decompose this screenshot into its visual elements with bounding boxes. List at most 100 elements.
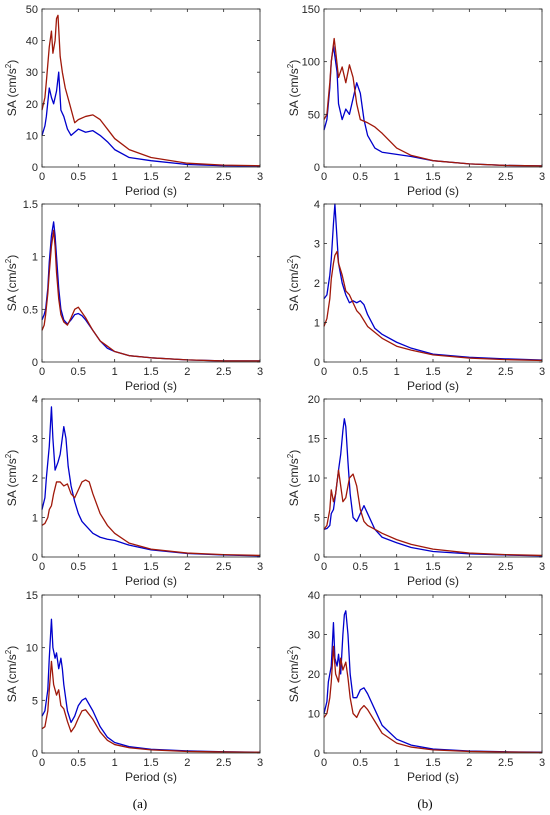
x-tick-label: 2 xyxy=(466,366,472,378)
x-tick-label: 3 xyxy=(539,561,545,573)
x-tick-label: 2.5 xyxy=(216,366,231,378)
y-tick-label: 2 xyxy=(314,278,320,290)
y-tick-label: 15 xyxy=(308,434,320,446)
y-tick-label: 5 xyxy=(32,695,38,707)
x-tick-label: 2.5 xyxy=(498,171,513,183)
x-tick-label: 1.5 xyxy=(143,561,158,573)
series-line-blue xyxy=(323,418,543,557)
x-tick-label: 1 xyxy=(112,757,118,769)
x-tick-label: 0.5 xyxy=(71,366,86,378)
x-tick-label: 2 xyxy=(466,561,472,573)
x-tick-label: 1.5 xyxy=(425,561,440,573)
x-tick-label: 3 xyxy=(257,757,263,769)
y-axis-title: SA (cm/s2) xyxy=(4,255,19,311)
x-tick-label: 2.5 xyxy=(498,757,513,769)
y-tick-label: 150 xyxy=(302,4,320,16)
series-line-red xyxy=(41,14,261,167)
x-tick-label: 0 xyxy=(321,757,327,769)
y-tick-label: 10 xyxy=(308,473,320,485)
x-tick-label: 2 xyxy=(184,366,190,378)
y-tick-label: 0 xyxy=(314,357,320,369)
plot-frame xyxy=(323,203,543,363)
x-tick-label: 1.5 xyxy=(425,366,440,378)
x-tick-label: 1.5 xyxy=(143,366,158,378)
x-axis-title: Period (s) xyxy=(407,184,459,198)
plot-frame xyxy=(323,8,543,168)
x-tick-label: 2.5 xyxy=(498,561,513,573)
y-tick-label: 50 xyxy=(26,4,38,16)
chart-panel: 0 0.5 1 1.5 2 2.5 3 0 1 2 3 4 Period (s) SA (cm/s2) xyxy=(4,394,263,588)
plot-frame xyxy=(41,594,261,754)
x-axis-title: Period (s) xyxy=(125,770,177,784)
y-axis-title: SA (cm/s2) xyxy=(286,255,301,311)
x-tick-label: 2.5 xyxy=(498,366,513,378)
series-line-blue xyxy=(323,610,543,753)
plot-frame xyxy=(323,398,543,558)
y-tick-label: 20 xyxy=(308,669,320,681)
y-axis-title: SA (cm/s2) xyxy=(286,450,301,506)
y-tick-label: 0 xyxy=(314,552,320,564)
y-tick-label: 20 xyxy=(308,394,320,406)
y-tick-label: 0.5 xyxy=(23,304,38,316)
x-tick-label: 2 xyxy=(184,561,190,573)
y-tick-label: 5 xyxy=(314,513,320,525)
x-tick-label: 0 xyxy=(39,171,45,183)
plot-frame xyxy=(323,594,543,754)
chart-panel: 0 0.5 1 1.5 2 2.5 3 0 5 10 15 20 Period (s) SA (cm/s2… xyxy=(286,394,545,588)
series-line-red xyxy=(323,37,543,167)
x-tick-label: 0.5 xyxy=(71,757,86,769)
y-tick-label: 15 xyxy=(26,590,38,602)
y-tick-label: 1 xyxy=(314,318,320,330)
x-tick-label: 0 xyxy=(39,757,45,769)
x-tick-label: 1 xyxy=(112,366,118,378)
x-tick-label: 0.5 xyxy=(71,561,86,573)
x-tick-label: 0 xyxy=(39,561,45,573)
x-tick-label: 1.5 xyxy=(425,171,440,183)
y-tick-label: 40 xyxy=(26,36,38,48)
panel-label-a: (a) xyxy=(133,796,147,811)
y-tick-label: 4 xyxy=(32,394,38,406)
x-tick-label: 1 xyxy=(394,366,400,378)
chart-panel: 0 0.5 1 1.5 2 2.5 3 0 5 10 15 Period (s) SA (cm/s2) xyxy=(4,590,263,784)
x-tick-label: 3 xyxy=(539,366,545,378)
x-tick-label: 3 xyxy=(257,561,263,573)
x-tick-label: 2.5 xyxy=(216,171,231,183)
plot-frame xyxy=(41,398,261,558)
y-tick-label: 3 xyxy=(314,239,320,251)
y-tick-label: 4 xyxy=(314,199,320,211)
x-tick-label: 1.5 xyxy=(425,757,440,769)
x-tick-label: 0.5 xyxy=(353,757,368,769)
x-tick-label: 2 xyxy=(466,171,472,183)
x-tick-label: 0 xyxy=(39,366,45,378)
y-tick-label: 0 xyxy=(32,357,38,369)
series-line-blue xyxy=(323,203,543,361)
x-tick-label: 3 xyxy=(257,366,263,378)
x-tick-label: 3 xyxy=(257,171,263,183)
series-line-blue xyxy=(41,406,261,557)
x-tick-label: 3 xyxy=(539,171,545,183)
series-line-red xyxy=(323,250,543,362)
y-tick-label: 0 xyxy=(314,162,320,174)
y-tick-label: 10 xyxy=(26,643,38,655)
x-tick-label: 0 xyxy=(321,366,327,378)
chart-panel: 0 0.5 1 1.5 2 2.5 3 0 1 2 3 4 Period (s) SA (cm/s2) xyxy=(286,199,545,393)
x-tick-label: 0 xyxy=(321,171,327,183)
y-tick-label: 100 xyxy=(302,57,320,69)
x-tick-label: 2 xyxy=(184,171,190,183)
series-line-red xyxy=(323,645,543,754)
series-line-red xyxy=(41,229,260,362)
x-tick-label: 1 xyxy=(394,171,400,183)
y-tick-label: 1 xyxy=(32,252,38,264)
series-line-blue xyxy=(41,618,261,753)
x-tick-label: 1 xyxy=(394,561,400,573)
series-line-red xyxy=(323,469,543,557)
x-tick-label: 2 xyxy=(184,757,190,769)
y-tick-label: 3 xyxy=(32,434,38,446)
y-tick-label: 0 xyxy=(32,162,38,174)
y-tick-label: 0 xyxy=(32,552,38,564)
x-tick-label: 0.5 xyxy=(71,171,86,183)
y-tick-label: 0 xyxy=(314,748,320,760)
x-tick-label: 0.5 xyxy=(353,366,368,378)
